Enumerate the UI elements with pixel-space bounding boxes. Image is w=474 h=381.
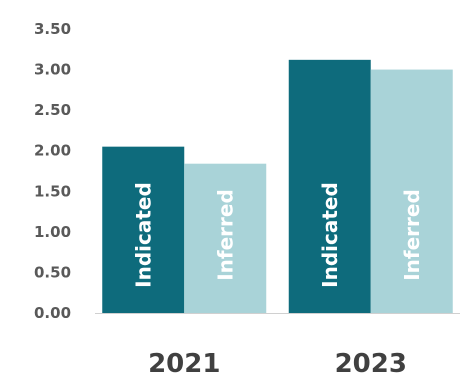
bar-label: Indicated [318, 182, 342, 288]
bar-2021-inferred [184, 163, 267, 313]
bar-label: Inferred [213, 189, 237, 281]
x-axis-ticks: 2021 2023 [148, 349, 407, 379]
x-tick-label: 2021 [148, 349, 220, 379]
y-axis-ticks: 0.00 0.50 1.00 1.50 2.00 2.50 3.00 3.50 [34, 20, 71, 322]
y-tick-label: 1.50 [34, 182, 71, 200]
y-tick-label: 3.50 [34, 20, 71, 38]
y-tick-label: 2.00 [34, 142, 71, 160]
y-tick-label: 0.00 [34, 304, 71, 322]
x-tick-label: 2023 [335, 349, 407, 379]
bar-label: Inferred [400, 189, 424, 281]
y-tick-label: 3.00 [34, 61, 71, 79]
bar-2023-indicated [288, 59, 371, 313]
y-tick-label: 0.50 [34, 263, 71, 281]
y-tick-label: 2.50 [34, 101, 71, 119]
y-tick-label: 1.00 [34, 223, 71, 241]
bar-label: Indicated [131, 182, 155, 288]
bar-2021-indicated [102, 146, 185, 313]
bar-2023-inferred [370, 69, 453, 313]
bars: Indicated Inferred Indicated Inferred [102, 59, 453, 313]
